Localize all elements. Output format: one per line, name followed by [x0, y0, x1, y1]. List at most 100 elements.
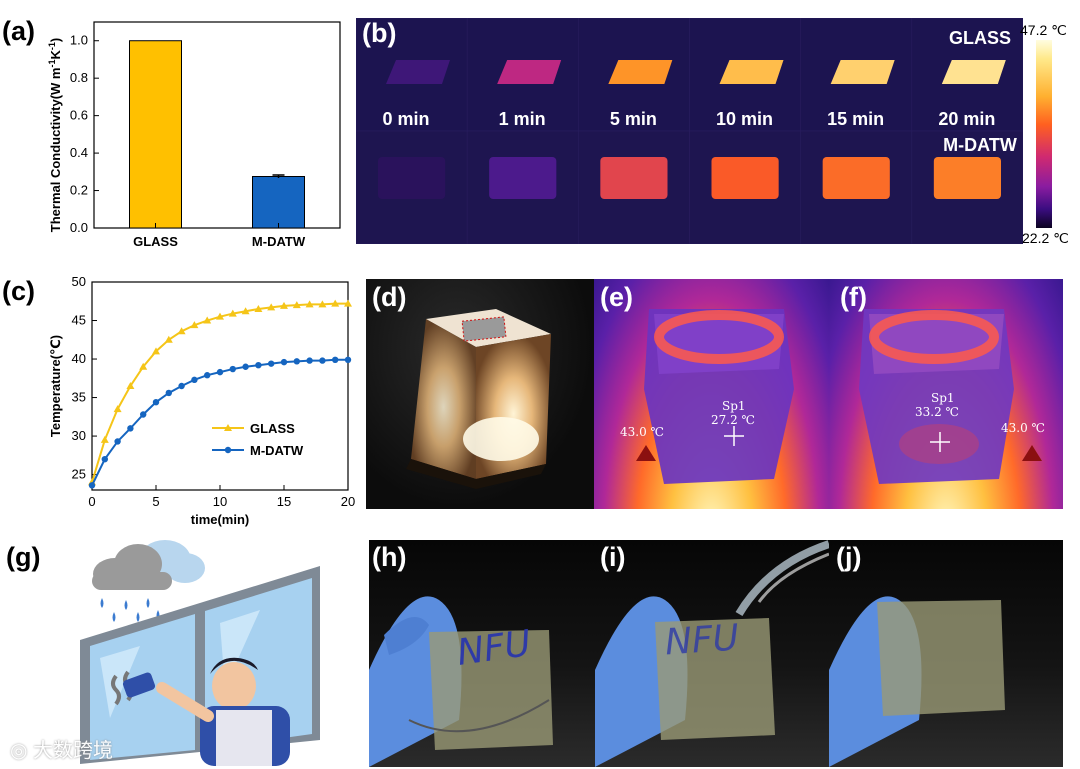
row-label-glass: GLASS — [949, 28, 1011, 48]
point-m-datw — [229, 365, 236, 373]
point-m-datw — [152, 398, 160, 406]
point-m-datw — [306, 357, 313, 364]
box-illustration — [406, 309, 551, 489]
legend-marker-glass — [224, 424, 232, 431]
point-glass — [100, 435, 109, 443]
ylabel-c: Temperature(℃) — [48, 335, 63, 437]
point-m-datw — [255, 362, 262, 369]
panel-label-d: (d) — [372, 282, 407, 312]
handwriting-i: NFU — [663, 617, 741, 664]
panel-label-b: (b) — [362, 18, 397, 48]
point-m-datw — [191, 376, 198, 384]
glass-sample — [719, 60, 784, 84]
point-glass — [216, 312, 224, 320]
time-label: 1 min — [499, 109, 546, 129]
datw-sample — [600, 157, 668, 199]
point-glass — [254, 304, 263, 312]
xtick-label-c: 15 — [277, 494, 291, 509]
spot-value-e: 27.2 ℃ — [711, 413, 755, 427]
datw-sample — [378, 157, 446, 199]
photo-i-rinsing-glass: NFU — [595, 540, 829, 767]
xtick-label-glass: GLASS — [133, 234, 178, 249]
glass-sample — [497, 60, 562, 84]
point-m-datw — [88, 482, 96, 489]
spot-label-e: Sp1 — [722, 399, 746, 413]
ytick-label-c: 50 — [72, 274, 86, 289]
point-glass — [344, 299, 352, 307]
glass-sample — [941, 60, 1006, 84]
glass-sample — [608, 60, 673, 84]
point-glass — [177, 327, 186, 335]
point-glass — [241, 307, 250, 315]
point-glass — [152, 347, 160, 355]
photo-d-lamp-box — [366, 279, 594, 509]
point-m-datw — [114, 438, 121, 445]
point-m-datw — [293, 358, 300, 365]
panel-label-i: (i) — [600, 542, 626, 572]
panel-label-h: (h) — [372, 542, 407, 572]
ir-image-f: Sp1 33.2 ℃ 43.0 ℃ — [829, 279, 1063, 509]
xtick-label-c: 20 — [341, 494, 355, 509]
ytick-label-a: 1.0 — [70, 33, 88, 48]
point-glass — [292, 301, 301, 309]
panel-label-a: (a) — [2, 16, 35, 46]
legend-marker-m-datw — [224, 446, 232, 454]
point-glass — [305, 300, 314, 308]
point-m-datw — [204, 372, 211, 379]
point-m-datw — [127, 425, 134, 432]
point-m-datw — [178, 382, 185, 390]
time-label: 20 min — [938, 109, 995, 129]
panel-label-j: (j) — [836, 542, 862, 572]
point-glass — [126, 382, 135, 389]
rain-cloud-icon — [92, 540, 205, 622]
ytick-label-c: 35 — [72, 390, 86, 405]
datw-sample — [933, 157, 1001, 199]
point-glass — [164, 335, 173, 343]
legend-label-glass: GLASS — [250, 421, 295, 436]
xtick-label-c: 10 — [213, 494, 227, 509]
legend-label-m-datw: M-DATW — [250, 443, 304, 458]
time-label: 15 min — [827, 109, 884, 129]
point-glass — [228, 309, 237, 317]
ytick-label-a: 0.2 — [70, 183, 88, 198]
point-m-datw — [216, 368, 224, 376]
point-m-datw — [344, 356, 352, 364]
glass-sample — [830, 60, 895, 84]
ytick-label-a: 0.8 — [70, 70, 88, 85]
point-glass — [139, 362, 148, 370]
time-label: 0 min — [382, 109, 429, 129]
datw-sample — [822, 157, 890, 199]
series-line-glass — [91, 302, 348, 483]
datw-sample — [489, 157, 557, 199]
cleaning-window-illustration — [80, 540, 320, 766]
point-m-datw — [332, 356, 339, 364]
point-glass — [190, 321, 199, 329]
glass-sample — [386, 60, 450, 84]
bar-m-datw — [252, 176, 305, 229]
ytick-label-c: 45 — [72, 313, 86, 328]
time-label: 5 min — [610, 109, 657, 129]
point-glass — [318, 300, 327, 308]
ytick-label-c: 25 — [72, 467, 86, 482]
ytick-label-a: 0.4 — [70, 145, 88, 160]
point-m-datw — [280, 358, 288, 366]
point-glass — [267, 303, 276, 311]
point-m-datw — [268, 360, 275, 367]
photo-j-clean-glass — [829, 540, 1063, 767]
xtick-label-m-datw: M-DATW — [252, 234, 306, 249]
time-label: 10 min — [716, 109, 773, 129]
panel-label-g: (g) — [6, 542, 41, 572]
colorbar-min: 22.2 ℃ — [1022, 230, 1069, 246]
watermark-logo-icon: ◎ — [10, 740, 28, 762]
marker-value-e: 43.0 ℃ — [620, 425, 664, 439]
ytick-label-c: 40 — [72, 351, 86, 366]
ytick-label-a: 0.6 — [70, 108, 88, 123]
xlabel-c: time(min) — [191, 512, 250, 527]
xtick-label-c: 0 — [88, 494, 95, 509]
point-glass — [203, 316, 212, 324]
point-m-datw — [242, 363, 249, 370]
ylabel-a: Thermal Conductivity(W m-1K-1) — [47, 38, 63, 232]
series-line-m-datw — [91, 358, 348, 486]
datw-sample — [711, 157, 779, 199]
